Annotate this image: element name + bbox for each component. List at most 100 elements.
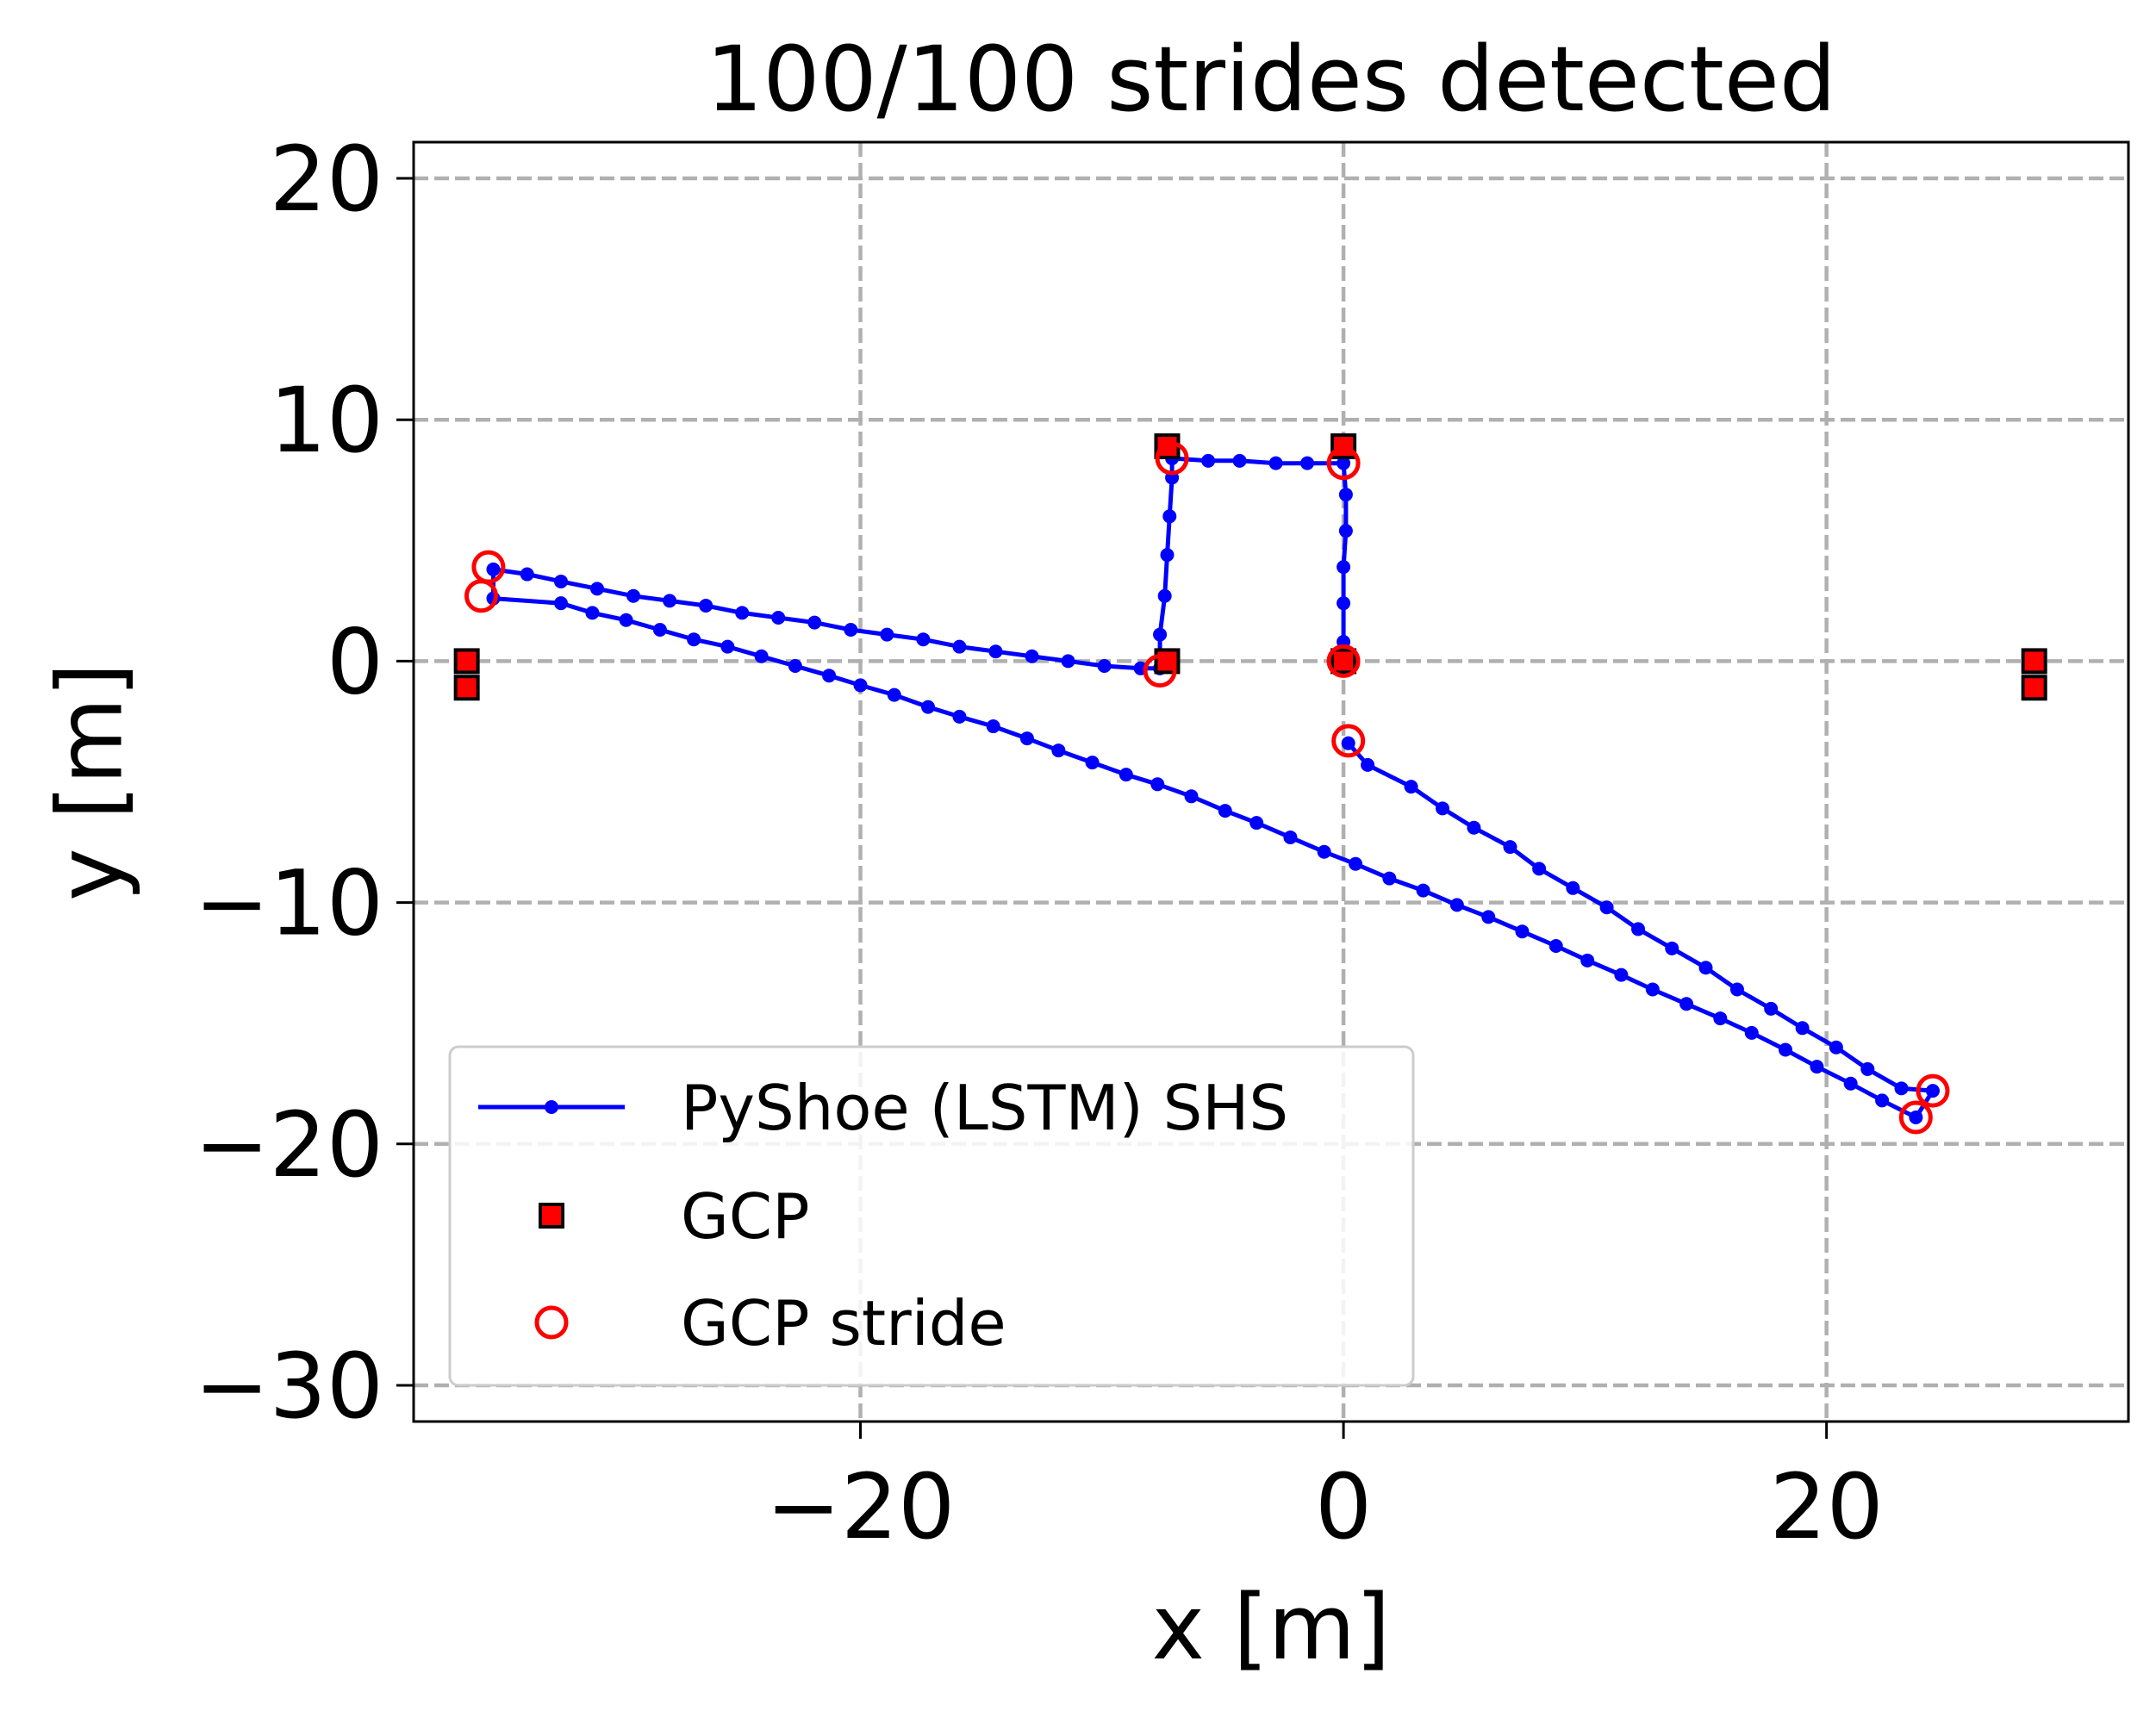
- trajectory-point: [1665, 941, 1679, 955]
- trajectory-point: [1232, 453, 1247, 468]
- trajectory-point: [1184, 789, 1199, 804]
- gcp-stride-marker: [471, 550, 506, 584]
- trajectory-point: [1467, 820, 1481, 835]
- trajectory-point: [1249, 816, 1264, 831]
- trajectory-point: [1860, 1061, 1875, 1076]
- trajectory-point: [822, 669, 837, 683]
- trajectory-point: [553, 574, 568, 588]
- trajectory-point: [1051, 744, 1066, 758]
- legend: PyShoe (LSTM) SHS GCP GCP stride: [448, 1045, 1415, 1387]
- trajectory-point: [1361, 757, 1375, 772]
- chart-title: 100/100 strides detected: [706, 27, 1836, 132]
- trajectory-point: [1153, 627, 1168, 642]
- trajectory-point: [553, 596, 568, 611]
- trajectory-point: [1382, 871, 1397, 886]
- trajectory-point: [663, 594, 677, 608]
- trajectory-point: [916, 632, 931, 647]
- x-tick-label: 20: [1769, 1454, 1883, 1559]
- legend-label: PyShoe (LSTM) SHS: [681, 1072, 1288, 1144]
- trajectory-point: [486, 562, 501, 576]
- trajectory-point: [1779, 1042, 1792, 1057]
- trajectory-point: [1218, 804, 1232, 818]
- trajectory-point: [1404, 780, 1418, 794]
- trajectory-point: [687, 632, 701, 647]
- trajectory-point: [1764, 1001, 1779, 1016]
- trajectory-point: [1416, 883, 1430, 898]
- series-layer: [453, 433, 2047, 1135]
- trajectory-point: [1645, 982, 1660, 997]
- gcp-stride-marker: [1898, 1100, 1933, 1135]
- trajectory-point: [1449, 898, 1464, 912]
- trajectory-point: [1795, 1021, 1810, 1036]
- trajectory-point: [844, 622, 858, 637]
- trajectory-point: [590, 582, 605, 596]
- y-tick-label: 0: [327, 609, 383, 714]
- trajectory-point: [1679, 997, 1694, 1011]
- trajectory-point: [1843, 1076, 1858, 1091]
- legend-box: [448, 1045, 1415, 1387]
- gcp-stride-marker: [1916, 1073, 1950, 1108]
- ticks: −20 0 20 20 10 0 −10 −20 −30: [195, 127, 1884, 1559]
- y-tick-label: 10: [270, 368, 383, 473]
- trajectory-point: [1729, 982, 1744, 997]
- x-axis-label: x [m]: [1151, 1575, 1390, 1680]
- trajectory-point: [619, 613, 633, 627]
- trajectory-point: [1150, 777, 1165, 792]
- trajectory-point: [1268, 456, 1283, 470]
- trajectory-point: [1085, 756, 1100, 770]
- legend-circle-swatch: [534, 1305, 569, 1340]
- legend-label: GCP stride: [681, 1287, 1006, 1359]
- trajectory-point: [1580, 953, 1595, 967]
- trajectory-point: [1201, 453, 1216, 468]
- trajectory-point: [1337, 456, 1351, 470]
- x-tick-label: −20: [766, 1454, 955, 1559]
- gcp-marker: [2021, 675, 2047, 701]
- gcp-marker: [1330, 648, 1357, 675]
- trajectory-point: [853, 678, 868, 693]
- y-tick-label: −30: [195, 1334, 383, 1439]
- axes-frame: [412, 140, 2130, 1423]
- trajectory-point: [1349, 856, 1363, 871]
- trajectory-point: [771, 610, 786, 625]
- trajectory-point: [1614, 967, 1629, 982]
- trajectory-point: [735, 606, 750, 620]
- trajectory-point: [1503, 840, 1517, 855]
- trajectory-point: [1698, 961, 1713, 975]
- trajectory-point: [1097, 659, 1112, 674]
- gcp-stride-marker: [1326, 644, 1361, 678]
- trajectory-point: [1515, 924, 1530, 939]
- trajectory-point: [520, 567, 534, 582]
- trajectory-point: [699, 598, 713, 613]
- gcp-marker: [1154, 648, 1181, 675]
- trajectory-point: [1810, 1060, 1824, 1074]
- gcp-stride-marker: [1155, 441, 1189, 476]
- trajectory-point: [887, 688, 901, 702]
- trajectory-point: [1894, 1081, 1909, 1096]
- trajectory-point: [1160, 548, 1175, 563]
- trajectory-point: [1337, 560, 1351, 575]
- trajectory-point: [952, 709, 967, 724]
- trajectory-point: [1019, 731, 1034, 746]
- trajectory-point: [1532, 862, 1547, 876]
- gcp-stride-marker: [1143, 654, 1177, 688]
- legend-symbol-circle: [534, 1305, 569, 1340]
- trajectory-point: [1599, 900, 1614, 915]
- trajectory-point: [1744, 1025, 1759, 1040]
- trajectory-point: [788, 659, 802, 674]
- trajectory-point: [921, 700, 935, 714]
- trajectory-point: [720, 639, 735, 654]
- gcp-marker: [2021, 648, 2047, 675]
- trajectory-point: [1300, 456, 1315, 470]
- y-tick-label: −20: [195, 1092, 383, 1198]
- gcp-marker: [453, 648, 480, 675]
- trajectory-point: [1025, 649, 1039, 663]
- trajectory-point: [1061, 654, 1075, 669]
- trajectory-point: [986, 719, 1000, 734]
- gcp-marker: [453, 675, 480, 701]
- trajectory-point: [988, 644, 1003, 659]
- trajectory-point: [952, 639, 967, 654]
- legend-square-swatch: [539, 1203, 564, 1229]
- trajectory-point: [880, 627, 894, 642]
